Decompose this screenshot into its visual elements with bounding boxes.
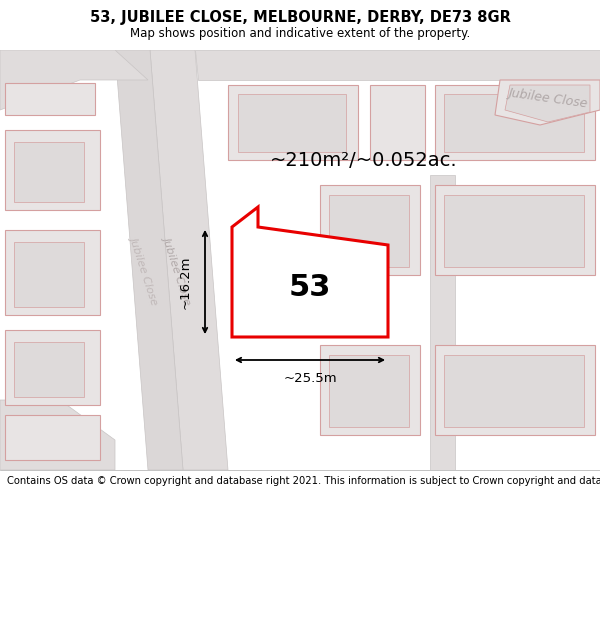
Polygon shape [5,330,100,405]
Polygon shape [444,355,584,427]
Polygon shape [5,130,100,210]
Polygon shape [232,207,388,337]
Polygon shape [14,142,84,202]
Polygon shape [5,415,100,460]
Text: ~25.5m: ~25.5m [283,371,337,384]
Text: Jubilee Close: Jubilee Close [508,86,589,110]
Text: 53: 53 [289,272,331,301]
Polygon shape [444,195,584,267]
Polygon shape [320,345,420,435]
Polygon shape [228,85,358,160]
Polygon shape [195,50,600,80]
Polygon shape [150,50,228,470]
Polygon shape [0,400,115,470]
Polygon shape [495,80,600,125]
Polygon shape [430,175,455,470]
Text: Contains OS data © Crown copyright and database right 2021. This information is : Contains OS data © Crown copyright and d… [7,476,600,486]
Text: ~210m²/~0.052ac.: ~210m²/~0.052ac. [270,151,458,169]
Polygon shape [0,50,148,110]
Polygon shape [435,345,595,435]
Polygon shape [5,230,100,315]
Polygon shape [14,242,84,307]
Polygon shape [444,94,584,152]
Text: Jubilee Close: Jubilee Close [129,234,161,306]
Polygon shape [505,85,590,122]
Polygon shape [370,85,425,160]
Text: 53, JUBILEE CLOSE, MELBOURNE, DERBY, DE73 8GR: 53, JUBILEE CLOSE, MELBOURNE, DERBY, DE7… [89,10,511,25]
Polygon shape [320,185,420,275]
Polygon shape [329,195,409,267]
Polygon shape [435,185,595,275]
Polygon shape [14,342,84,397]
Text: ~16.2m: ~16.2m [179,255,191,309]
Polygon shape [238,94,346,152]
Polygon shape [5,83,95,115]
Polygon shape [329,355,409,427]
Text: Jubilee Close: Jubilee Close [162,234,194,306]
Text: Map shows position and indicative extent of the property.: Map shows position and indicative extent… [130,27,470,40]
Polygon shape [435,85,595,160]
Polygon shape [115,50,183,470]
